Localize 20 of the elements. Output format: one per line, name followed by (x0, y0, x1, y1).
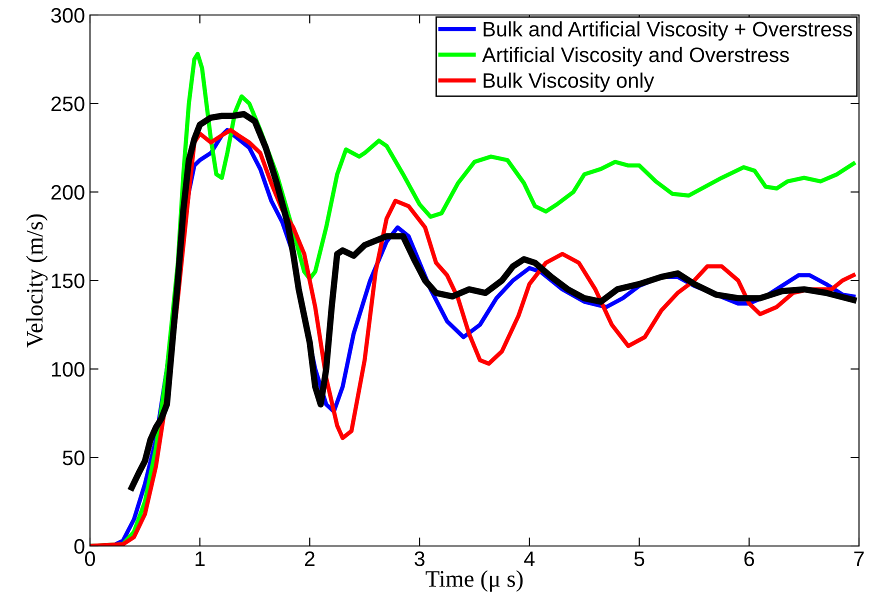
y-tick-label: 150 (52, 274, 84, 288)
y-tick-label: 100 (52, 362, 84, 377)
x-tick-label: 3 (414, 551, 424, 566)
legend-label: Bulk and Artificial Viscosity + Overstress (484, 21, 852, 41)
y-axis-title: Velocity (m/s) (26, 214, 48, 348)
y-tick-label: 0 (74, 539, 84, 554)
y-tick-label: 250 (51, 96, 84, 112)
x-tick-label: 6 (744, 551, 754, 566)
y-tick-label: 300 (51, 8, 84, 23)
x-tick-label: 0 (85, 551, 95, 566)
x-tick-label: 5 (634, 552, 644, 566)
x-axis-title: Time (μ s) (426, 570, 523, 592)
x-tick-label: 1 (196, 552, 205, 566)
y-tick-label: 50 (62, 450, 84, 466)
x-tick-label: 7 (854, 552, 864, 566)
legend-label: Bulk Viscosity only (484, 72, 654, 92)
legend-label: Artificial Viscosity and Overstress (482, 46, 789, 66)
x-tick-label: 4 (524, 552, 535, 566)
x-tick-label: 2 (304, 551, 314, 566)
y-tick-label: 200 (51, 185, 84, 200)
